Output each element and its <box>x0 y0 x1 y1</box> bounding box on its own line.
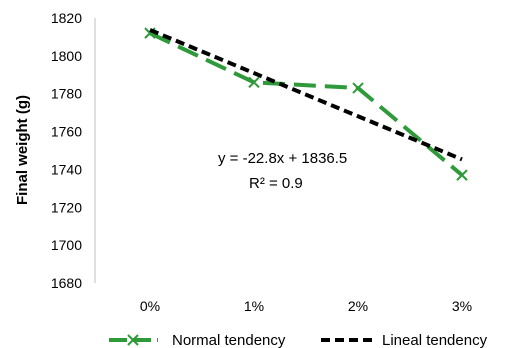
y-tick-label: 1780 <box>51 86 82 102</box>
y-tick-label: 1700 <box>51 237 82 253</box>
y-axis-label: Final weight (g) <box>14 95 31 205</box>
y-tick-label: 1800 <box>51 48 82 64</box>
y-tick-label: 1760 <box>51 124 82 140</box>
series-layer <box>144 27 468 181</box>
series-normal-tendency-point <box>248 76 260 89</box>
y-tick-label: 1680 <box>51 275 82 291</box>
y-tick-labels: 1680 1700 1720 1740 1760 1780 1800 1820 <box>51 10 82 291</box>
x-tick-label: 3% <box>452 298 472 314</box>
series-normal-tendency-point <box>352 82 364 94</box>
legend-lineal-label: Lineal tendency <box>382 332 488 348</box>
x-tick-labels: 0% 1% 2% 3% <box>140 298 472 314</box>
legend: Normal tendency Lineal tendency <box>109 332 488 348</box>
series-lineal-tendency-line <box>149 28 463 162</box>
x-tick-label: 0% <box>140 298 160 314</box>
y-tick-label: 1720 <box>51 199 82 215</box>
y-tick-label: 1740 <box>51 161 82 177</box>
x-tick-label: 1% <box>244 298 264 314</box>
series-normal-tendency-point <box>456 169 468 181</box>
trendline-equation: y = -22.8x + 1836.5 <box>218 150 347 167</box>
series-normal-tendency-line <box>149 31 464 177</box>
y-tick-label: 1820 <box>51 10 82 26</box>
legend-normal-label: Normal tendency <box>172 332 286 348</box>
legend-normal-marker <box>127 334 139 346</box>
r-squared-label: R² = 0.9 <box>249 175 303 192</box>
x-tick-label: 2% <box>348 298 368 314</box>
